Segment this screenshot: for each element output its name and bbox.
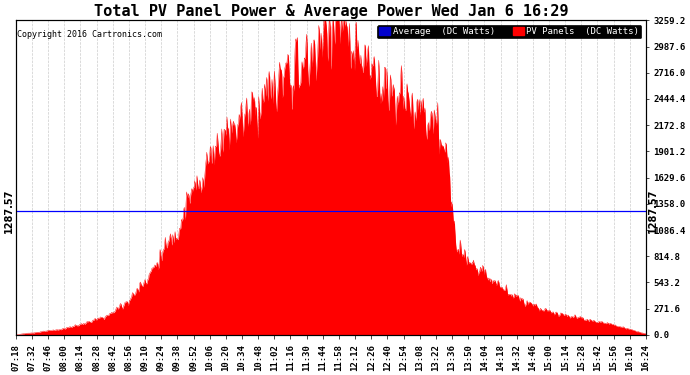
- Text: 1287.57: 1287.57: [648, 189, 658, 233]
- Text: Copyright 2016 Cartronics.com: Copyright 2016 Cartronics.com: [17, 30, 162, 39]
- Text: 1287.57: 1287.57: [4, 189, 14, 233]
- Title: Total PV Panel Power & Average Power Wed Jan 6 16:29: Total PV Panel Power & Average Power Wed…: [94, 4, 568, 19]
- Legend: Average  (DC Watts), PV Panels  (DC Watts): Average (DC Watts), PV Panels (DC Watts): [377, 25, 642, 38]
